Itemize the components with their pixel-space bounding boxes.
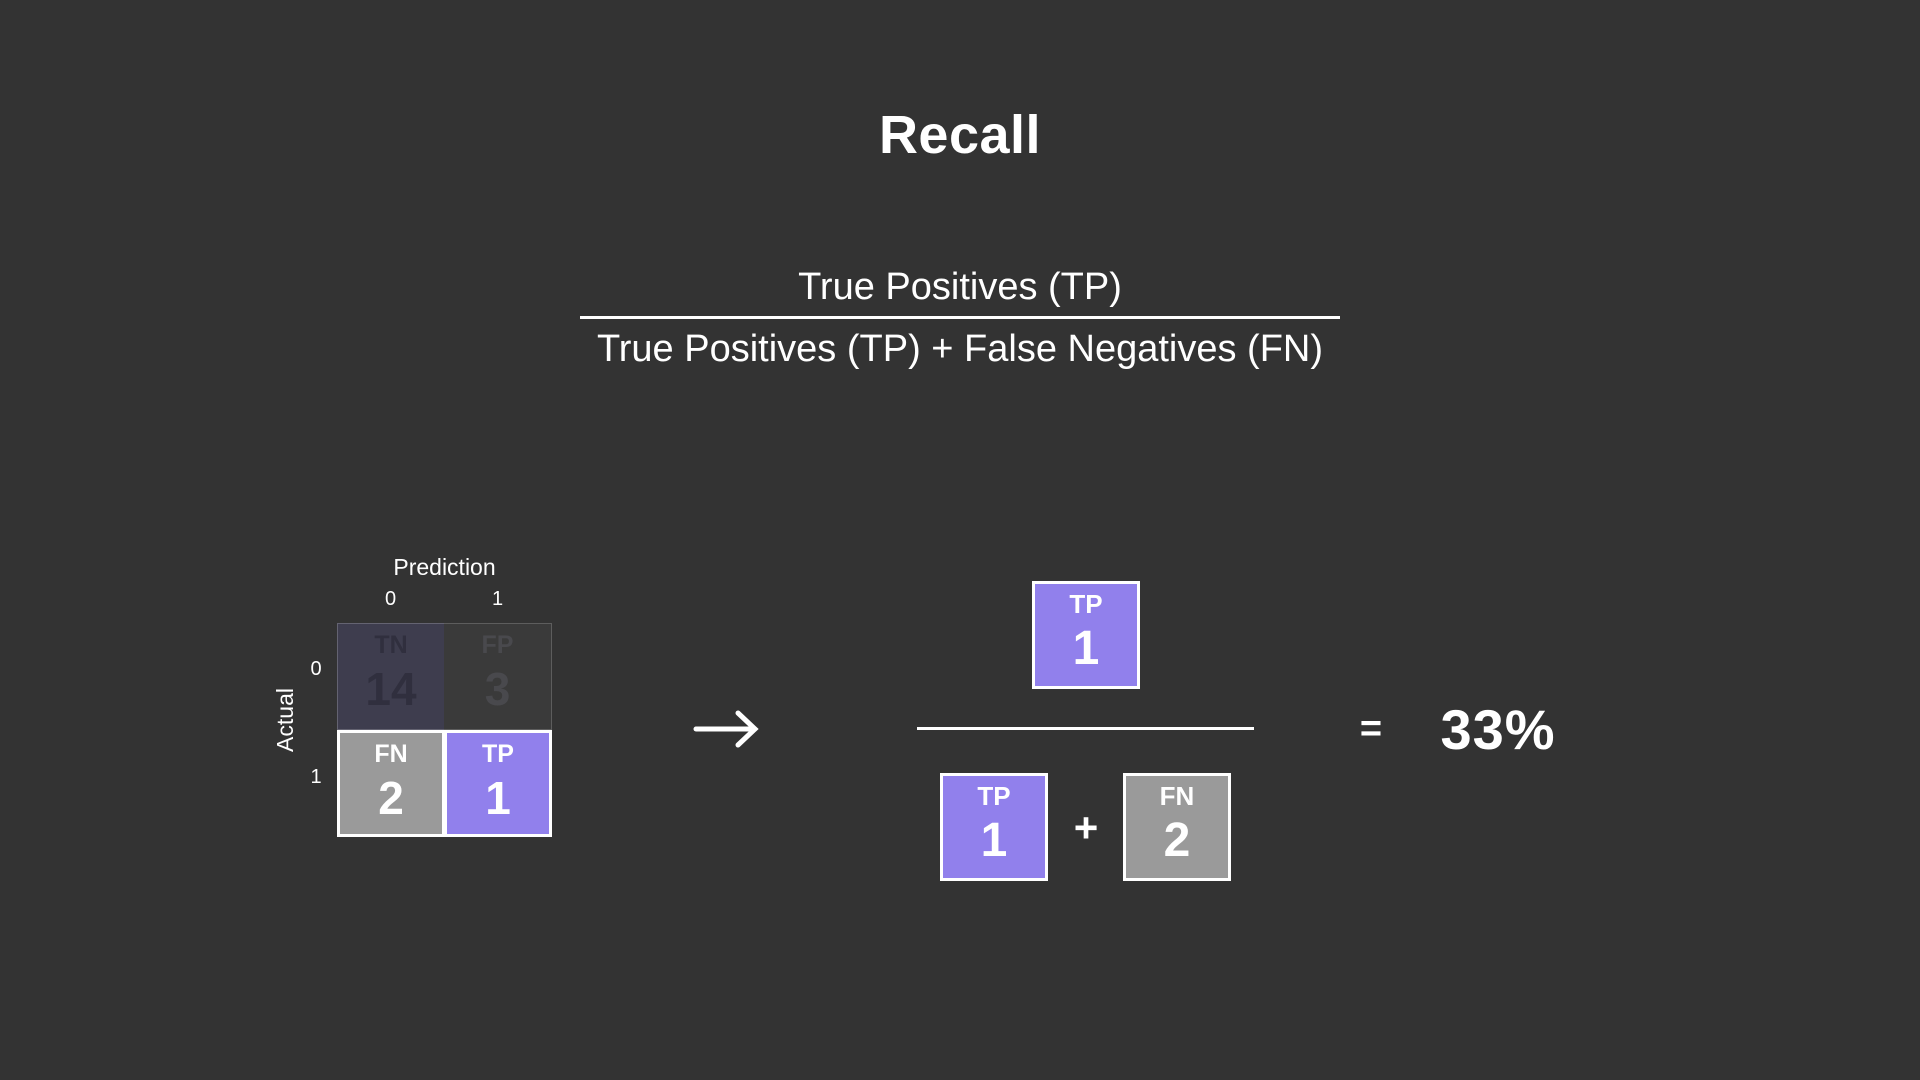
fp-value: 3 [484,663,511,715]
recall-formula: True Positives (TP) True Positives (TP) … [580,264,1340,372]
equals-sign: = [1359,707,1383,750]
prediction-axis-label: Prediction [393,554,496,580]
tp-label: TP [482,740,514,768]
actual-axis-label: Actual [272,688,298,752]
prediction-col-label-0: 0 [384,588,397,610]
tn-label: TN [374,631,408,659]
actual-row-label-0: 0 [310,658,322,680]
plus-sign: + [1073,804,1099,851]
fraction-numerator-tp-box: TP 1 [1032,581,1140,689]
fn-label: FN [374,740,408,768]
fn-box-value: 2 [1163,814,1191,867]
matrix-cell-fp: FP 3 [444,623,552,730]
page-title: Recall [878,105,1042,165]
tn-value: 14 [365,663,417,715]
tp-value: 1 [485,772,511,824]
tp-box-label: TP [1069,589,1103,619]
actual-row-label-1: 1 [310,766,322,788]
right-arrow-icon [693,710,759,748]
tp-box-label: TP [977,781,1011,811]
prediction-col-label-1: 1 [491,588,504,610]
fn-box-label: FN [1159,781,1195,811]
tp-box-value: 1 [980,814,1008,867]
formula-denominator: True Positives (TP) + False Negatives (F… [596,328,1324,370]
formula-numerator: True Positives (TP) [798,266,1122,308]
fp-label: FP [481,631,514,659]
result-percentage: 33% [1440,697,1556,761]
tp-box-value: 1 [1072,622,1100,675]
formula-fraction-line [580,316,1340,319]
fn-value: 2 [378,772,404,824]
fraction-denominator-tp-box: TP 1 [940,773,1048,881]
matrix-cell-tp: TP 1 [444,730,552,837]
matrix-cell-fn: FN 2 [337,730,445,837]
fraction-denominator-fn-box: FN 2 [1123,773,1231,881]
matrix-cell-tn: TN 14 [337,623,445,730]
fraction-bar [917,727,1254,730]
